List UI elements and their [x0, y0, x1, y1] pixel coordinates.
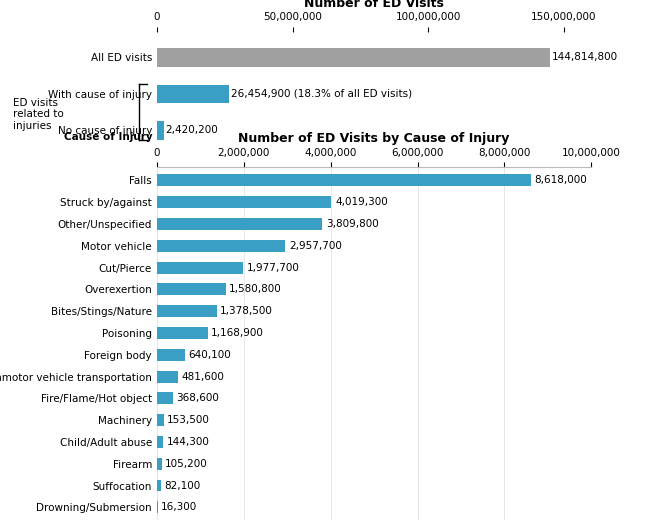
Text: 481,600: 481,600 [182, 372, 224, 381]
Bar [157, 349, 185, 361]
Bar [157, 239, 285, 252]
Text: 144,300: 144,300 [167, 437, 210, 447]
Bar [157, 218, 323, 230]
Text: 144,814,800: 144,814,800 [552, 53, 619, 63]
Bar [157, 479, 160, 492]
Bar [157, 121, 164, 140]
Bar [157, 284, 226, 295]
Title: Number of ED Visits by Cause of Injury: Number of ED Visits by Cause of Injury [238, 132, 510, 145]
Bar [157, 327, 208, 339]
Text: 1,378,500: 1,378,500 [220, 306, 273, 316]
Text: 105,200: 105,200 [165, 459, 208, 469]
Title: Number of ED Visits: Number of ED Visits [304, 0, 444, 10]
Text: 1,168,900: 1,168,900 [211, 328, 264, 338]
Bar [157, 262, 243, 273]
Bar [157, 371, 178, 382]
Text: 82,100: 82,100 [164, 481, 200, 491]
Text: 368,600: 368,600 [176, 393, 219, 404]
Bar [157, 392, 173, 404]
Bar [157, 174, 531, 186]
Text: 3,809,800: 3,809,800 [326, 219, 379, 229]
Bar [157, 414, 164, 426]
Text: 1,580,800: 1,580,800 [229, 284, 282, 294]
Bar [157, 48, 550, 66]
Text: 16,300: 16,300 [161, 502, 198, 512]
Bar [157, 305, 217, 317]
Text: ED visits
related to
injuries: ED visits related to injuries [13, 98, 64, 131]
Text: 8,618,000: 8,618,000 [534, 175, 587, 185]
Bar [157, 196, 331, 208]
Text: 2,420,200: 2,420,200 [166, 125, 218, 135]
Bar [157, 458, 162, 470]
Text: 153,500: 153,500 [167, 415, 210, 425]
Text: Cause of Injury: Cause of Injury [64, 132, 152, 142]
Bar [157, 501, 158, 513]
Text: 26,454,900 (18.3% of all ED visits): 26,454,900 (18.3% of all ED visits) [231, 89, 412, 99]
Text: 1,977,700: 1,977,700 [246, 262, 299, 272]
Bar [157, 85, 228, 103]
Bar [157, 436, 163, 448]
Text: 2,957,700: 2,957,700 [289, 241, 342, 251]
Text: 4,019,300: 4,019,300 [335, 197, 387, 207]
Text: 640,100: 640,100 [188, 350, 231, 359]
